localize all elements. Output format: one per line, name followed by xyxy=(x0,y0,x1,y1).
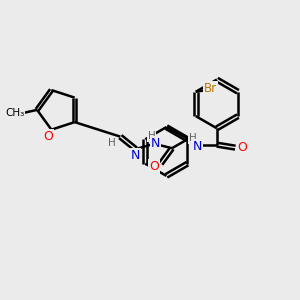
Text: N: N xyxy=(151,137,160,150)
Text: O: O xyxy=(237,141,247,154)
Text: O: O xyxy=(44,130,53,143)
Text: CH₃: CH₃ xyxy=(5,108,24,118)
Text: O: O xyxy=(149,160,159,173)
Text: Br: Br xyxy=(204,82,217,95)
Text: N: N xyxy=(130,149,140,162)
Text: H: H xyxy=(108,138,116,148)
Text: H: H xyxy=(148,131,156,141)
Text: H: H xyxy=(189,133,197,143)
Text: N: N xyxy=(192,140,202,153)
